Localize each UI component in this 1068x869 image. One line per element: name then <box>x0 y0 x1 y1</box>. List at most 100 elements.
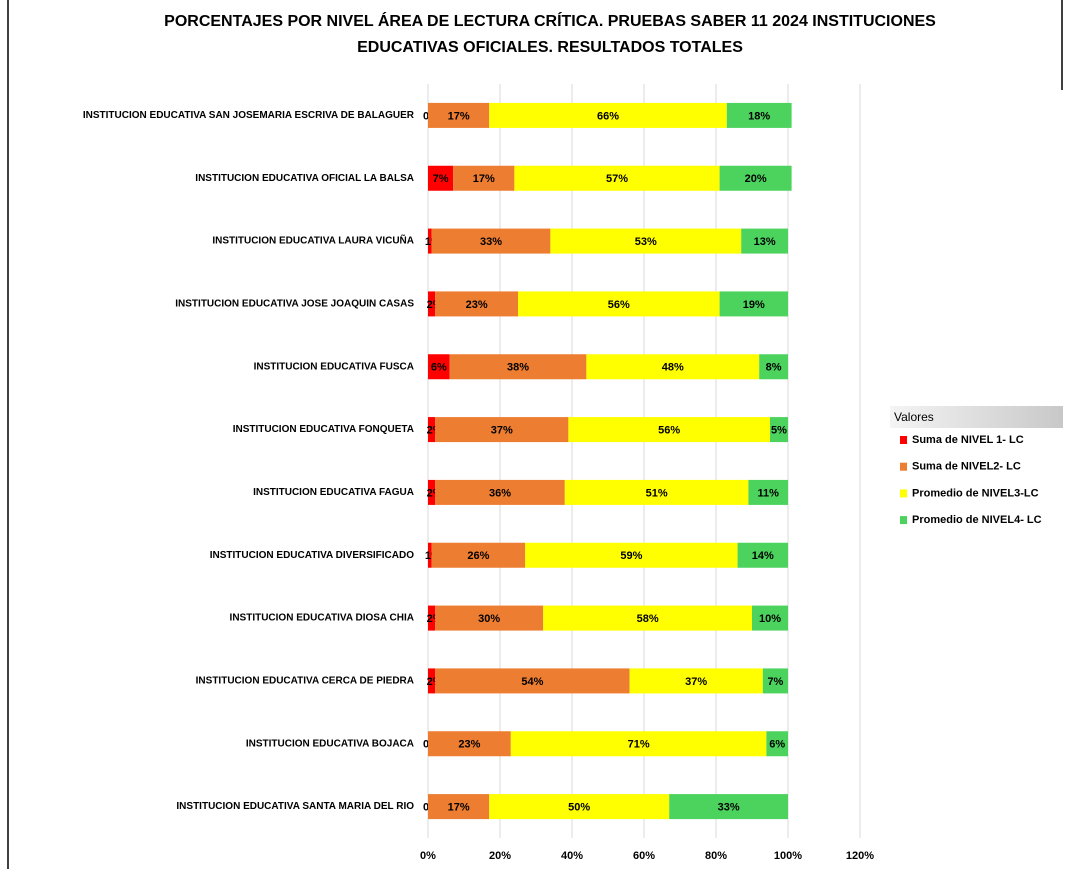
y-tick-label: INSTITUCION EDUCATIVA LAURA VICUÑA <box>212 234 414 247</box>
bar-segment <box>629 668 763 694</box>
bar-segment <box>453 165 515 191</box>
data-label: 57% <box>606 173 628 185</box>
data-label: 53% <box>635 236 657 248</box>
x-tick-label: 80% <box>705 850 727 862</box>
legend-swatch <box>900 516 907 525</box>
bar-segment <box>435 605 544 631</box>
data-label: 33% <box>718 801 740 813</box>
bar-segment <box>759 354 788 380</box>
bar-segment <box>669 794 788 820</box>
data-label: 58% <box>637 613 659 625</box>
data-label: 7% <box>433 173 449 185</box>
data-label: 23% <box>466 299 488 311</box>
data-label: 14% <box>752 550 774 562</box>
x-tick-label: 100% <box>774 850 802 862</box>
data-label: 5% <box>771 424 787 436</box>
bar-segment <box>550 228 742 254</box>
data-label: 18% <box>748 110 770 122</box>
legend-swatch <box>900 462 907 471</box>
data-label: 37% <box>685 676 707 688</box>
y-tick-label: INSTITUCION EDUCATIVA SAN JOSEMARIA ESCR… <box>83 110 415 121</box>
bar-segment <box>770 417 788 443</box>
data-label: 33% <box>480 236 502 248</box>
data-label: 30% <box>478 613 500 625</box>
bar-segment <box>428 102 490 128</box>
data-label: 6% <box>431 362 447 374</box>
data-label: 37% <box>491 424 513 436</box>
data-label: 56% <box>658 424 680 436</box>
data-label: 7% <box>767 676 783 688</box>
legend-swatch <box>900 436 907 444</box>
data-label: 59% <box>620 550 642 562</box>
y-tick-label: INSTITUCION EDUCATIVA CERCA DE PIEDRA <box>196 676 414 687</box>
x-tick-label: 0% <box>420 850 436 862</box>
data-label: 11% <box>757 487 779 499</box>
bar-segment <box>525 542 738 568</box>
x-tick-label: 60% <box>633 850 655 862</box>
data-label: 50% <box>568 801 590 813</box>
bar-segment <box>719 165 792 191</box>
bar-segment <box>428 417 436 443</box>
legend-title: Valores <box>894 410 934 424</box>
y-tick-label: INSTITUCION EDUCATIVA SANTA MARIA DEL RI… <box>176 801 414 812</box>
bar-segment <box>564 479 749 505</box>
y-tick-label: INSTITUCION EDUCATIVA FAGUA <box>253 487 414 498</box>
chart-title: PORCENTAJES POR NIVEL ÁREA DE LECTURA CR… <box>164 11 936 30</box>
legend-label: Suma de NIVEL2- LC <box>912 461 1021 473</box>
data-label: 51% <box>646 487 668 499</box>
data-label: 19% <box>743 299 765 311</box>
bar-segment <box>428 605 436 631</box>
legend-swatch <box>900 489 907 498</box>
x-tick-label: 40% <box>561 850 583 862</box>
bar-segment <box>431 228 551 254</box>
data-label: 20% <box>745 173 767 185</box>
bar-segment <box>428 354 450 380</box>
data-label: 71% <box>628 739 650 751</box>
bar-segment <box>435 291 518 317</box>
data-label: 13% <box>754 236 776 248</box>
data-label: 23% <box>458 739 480 751</box>
y-tick-label: INSTITUCION EDUCATIVA OFICIAL LA BALSA <box>195 173 414 184</box>
bar-segment <box>428 165 454 191</box>
chart-title: EDUCATIVAS OFICIALES. RESULTADOS TOTALES <box>357 39 743 56</box>
bar-segment <box>428 542 432 568</box>
bar-segment <box>428 291 436 317</box>
bar-segment <box>435 479 565 505</box>
y-tick-label: INSTITUCION EDUCATIVA DIVERSIFICADO <box>210 550 414 561</box>
y-tick-label: INSTITUCION EDUCATIVA JOSE JOAQUIN CASAS <box>175 299 414 310</box>
data-label: 17% <box>473 173 495 185</box>
bar-segment <box>748 479 788 505</box>
x-tick-label: 120% <box>846 850 874 862</box>
bar-segment <box>428 228 432 254</box>
bar-segment <box>449 354 587 380</box>
bar-segment <box>518 291 720 317</box>
bar-segment <box>719 291 788 317</box>
data-label: 38% <box>507 362 529 374</box>
bar-segment <box>568 417 770 443</box>
data-label: 48% <box>662 362 684 374</box>
bar-segment <box>766 731 788 757</box>
y-tick-label: INSTITUCION EDUCATIVA FONQUETA <box>233 424 414 435</box>
bar-segment <box>431 542 526 568</box>
data-label: 36% <box>489 487 511 499</box>
data-label: 54% <box>521 676 543 688</box>
legend-label: Suma de NIVEL 1- LC <box>912 434 1024 446</box>
data-label: 8% <box>766 362 782 374</box>
data-label: 6% <box>769 739 785 751</box>
bar-segment <box>428 731 511 757</box>
bar-segment <box>726 102 792 128</box>
data-label: 10% <box>759 613 781 625</box>
bar-segment <box>514 165 720 191</box>
y-tick-label: INSTITUCION EDUCATIVA FUSCA <box>254 361 414 372</box>
data-label: 56% <box>608 299 630 311</box>
bar-segment <box>586 354 760 380</box>
bar-segment <box>752 605 788 631</box>
legend-label: Promedio de NIVEL3-LC <box>912 487 1039 499</box>
bar-segment <box>741 228 788 254</box>
data-label: 17% <box>448 110 470 122</box>
legend-header <box>890 406 1063 428</box>
data-label: 66% <box>597 110 619 122</box>
bar-segment <box>428 794 490 820</box>
bar-segment <box>428 668 436 694</box>
